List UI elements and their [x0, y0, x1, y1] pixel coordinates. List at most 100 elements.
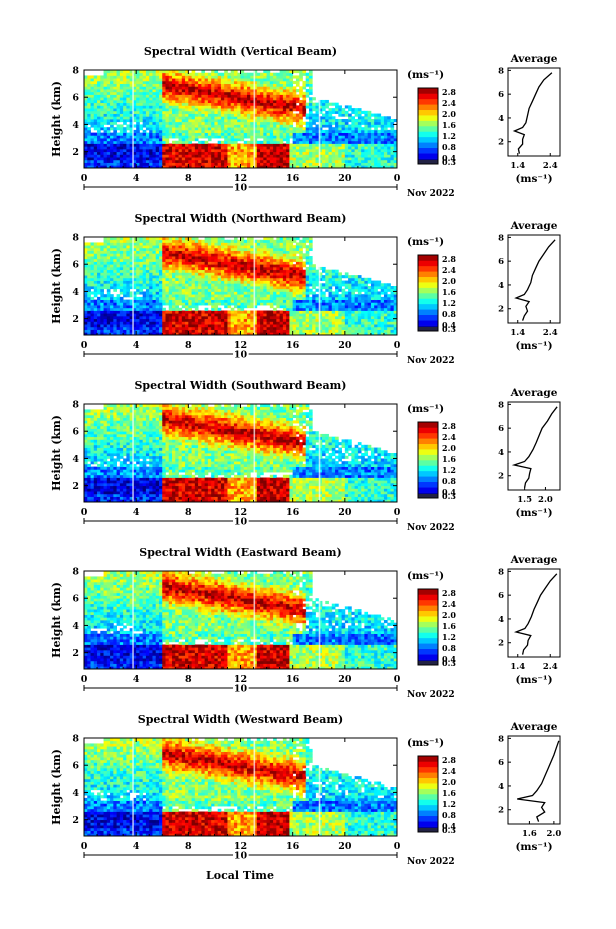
- average-y-tick-label: 6: [498, 424, 504, 434]
- colorbar-segment: [418, 427, 438, 434]
- y-tick-label: 8: [72, 400, 79, 411]
- average-frame: [507, 67, 561, 157]
- panel-title: Spectral Width (Southward Beam): [134, 379, 346, 392]
- colorbar-tick-label: 0.3: [442, 491, 456, 501]
- colorbar-tick-label: 0.3: [442, 324, 456, 334]
- heatmap-cells: [84, 404, 398, 503]
- x-tick-label: 16: [286, 173, 300, 184]
- x-tick-label: 12: [234, 173, 247, 184]
- average-y-tick-label: 6: [498, 257, 504, 267]
- colorbar-bottom-segment: [418, 828, 438, 832]
- average-frame: [507, 568, 561, 658]
- x-tick-label: 0: [81, 173, 88, 184]
- average-x-tick-label: 1.6: [522, 829, 537, 839]
- y-tick-label: 2: [72, 147, 79, 158]
- x-tick-label: 12: [234, 674, 247, 685]
- y-tick-label: 2: [72, 314, 79, 325]
- panel-title: Spectral Width (Northward Beam): [135, 212, 347, 225]
- colorbar-segment: [418, 303, 438, 310]
- date-day-label: 10: [234, 851, 248, 862]
- x-tick-label: 0: [394, 841, 401, 852]
- colorbar-segment: [418, 438, 438, 445]
- y-tick-label: 2: [72, 481, 79, 492]
- colorbar-tick-label: 2.4: [442, 599, 456, 609]
- colorbar-segment: [418, 487, 438, 493]
- data-gap: [132, 571, 134, 669]
- colorbar-segment: [418, 109, 438, 116]
- beam-panel: Spectral Width (Eastward Beam)0 4 8 12 16 20 0…: [50, 546, 561, 700]
- colorbar-tick-label: 2.0: [442, 109, 456, 119]
- colorbar-segment: [418, 465, 438, 472]
- colorbar-segment: [418, 616, 438, 622]
- colorbar-tick-label: 1.6: [442, 120, 456, 130]
- average-unit-label: (ms⁻¹): [515, 674, 552, 686]
- colorbar-segment: [418, 794, 438, 800]
- colorbar-frame: [417, 421, 439, 499]
- colorbar-tick-label: 0.8: [442, 309, 456, 319]
- data-gap: [318, 70, 321, 168]
- data-gap: [253, 237, 256, 335]
- average-profile-line: [517, 740, 560, 822]
- date-day-label: 10: [234, 684, 248, 695]
- colorbar-segment: [418, 772, 438, 779]
- local-time-label: Local Time: [206, 869, 274, 882]
- average-x-tick-label: 2.4: [543, 161, 558, 171]
- beam-panel: Spectral Width (Southward Beam)0 4 8 12 16 20…: [50, 379, 561, 533]
- colorbar-segment: [418, 804, 438, 811]
- average-unit-label: (ms⁻¹): [515, 173, 552, 185]
- x-tick-label: 0: [394, 674, 401, 685]
- colorbar-tick-label: 2.0: [442, 610, 456, 620]
- colorbar-segment: [418, 449, 438, 455]
- colorbar-tick-label: 0.4: [442, 320, 456, 330]
- y-tick-label: 8: [72, 734, 79, 745]
- average-title: Average: [510, 554, 558, 566]
- average-y-tick-label: 8: [498, 567, 504, 577]
- average-frame: [507, 735, 561, 825]
- average-unit-label: (ms⁻¹): [515, 507, 552, 519]
- colorbar-segment: [418, 88, 438, 94]
- y-tick-label: 6: [72, 594, 79, 605]
- colorbar-segment: [418, 599, 438, 606]
- y-tick-label: 6: [72, 427, 79, 438]
- colorbar-frame: [417, 87, 439, 165]
- colorbar-tick-label: 2.4: [442, 265, 456, 275]
- colorbar-segment: [418, 98, 438, 105]
- y-tick-label: 4: [72, 120, 79, 131]
- colorbar-bottom-segment: [418, 327, 438, 331]
- average-y-tick-label: 4: [498, 114, 504, 124]
- colorbar-tick-label: 1.2: [442, 799, 456, 809]
- x-tick-label: 12: [234, 841, 247, 852]
- colorbar-segment: [418, 276, 438, 283]
- average-y-tick-label: 2: [498, 138, 504, 148]
- colorbar-segment: [418, 282, 438, 288]
- colorbar-tick-label: 0.8: [442, 142, 456, 152]
- colorbar-segment: [418, 761, 438, 768]
- average-y-tick-label: 6: [498, 591, 504, 601]
- colorbar-segment: [418, 422, 438, 428]
- date-day-label: 10: [234, 350, 248, 361]
- heatmap-cells: [84, 237, 398, 336]
- x-tick-label: 0: [394, 340, 401, 351]
- colorbar-tick-label: 1.2: [442, 632, 456, 642]
- x-tick-label: 4: [133, 507, 140, 518]
- average-y-tick-label: 4: [498, 782, 504, 792]
- average-y-tick-label: 8: [498, 233, 504, 243]
- data-gap: [318, 571, 321, 669]
- heatmap-cells: [84, 571, 398, 670]
- colorbar-segment: [418, 443, 438, 450]
- colorbar-tick-label: 2.4: [442, 98, 456, 108]
- colorbar-segment: [418, 153, 438, 159]
- colorbar-unit: (ms⁻¹): [407, 236, 444, 248]
- x-tick-label: 8: [185, 674, 192, 685]
- colorbar-segment: [418, 271, 438, 278]
- colorbar-tick-label: 1.2: [442, 465, 456, 475]
- colorbar-segment: [418, 298, 438, 305]
- average-y-tick-label: 8: [498, 734, 504, 744]
- date-month-label: Nov 2022: [407, 356, 455, 366]
- colorbar-tick-label: 0.3: [442, 825, 456, 835]
- average-y-tick-label: 6: [498, 758, 504, 768]
- colorbar-segment: [418, 147, 438, 154]
- colorbar-segment: [418, 777, 438, 784]
- colorbar-tick-label: 1.2: [442, 131, 456, 141]
